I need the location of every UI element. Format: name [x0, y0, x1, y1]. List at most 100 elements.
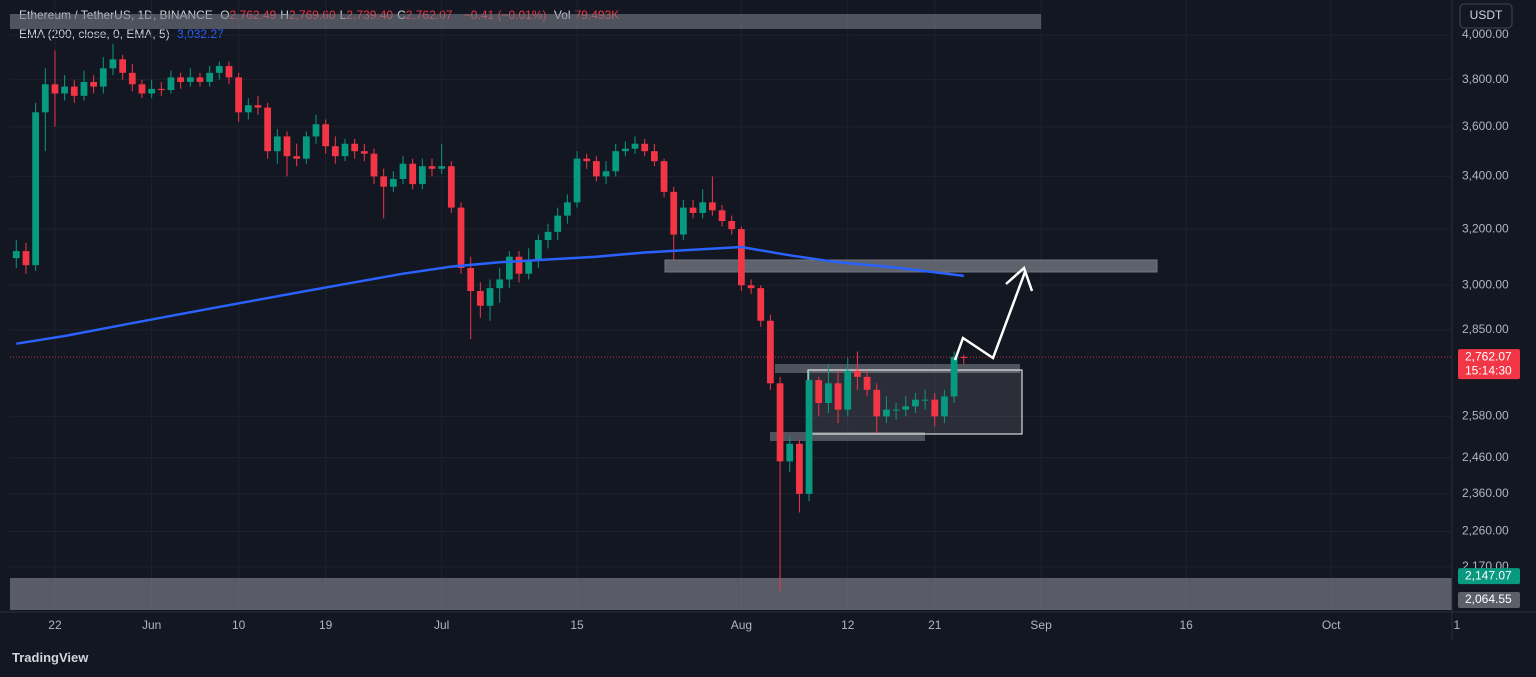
candle-body: [941, 396, 948, 417]
candle-body: [515, 256, 523, 274]
candle-body: [747, 285, 755, 289]
candle-body: [293, 156, 301, 159]
candle-body: [960, 356, 968, 358]
candle-body: [322, 124, 330, 147]
candle-body: [148, 88, 156, 94]
candle-body: [738, 229, 745, 286]
x-tick-label: 22: [48, 618, 62, 632]
candle-body: [428, 166, 436, 169]
candle-body: [244, 105, 252, 113]
y-tick-label: 3,000.00: [1462, 277, 1509, 291]
candle-body: [157, 88, 165, 91]
price-badge: [1458, 568, 1520, 585]
candle-body: [631, 143, 639, 149]
zone: [775, 364, 1020, 373]
candle-body: [796, 443, 803, 494]
y-tick-label: 2,260.00: [1462, 524, 1509, 538]
y-tick-label: 3,800.00: [1462, 72, 1509, 86]
y-tick-label: 4,000.00: [1462, 27, 1509, 41]
x-tick-label: Jul: [434, 618, 449, 632]
candle-body: [109, 59, 117, 69]
zone: [770, 432, 925, 441]
support-zone: [10, 578, 1452, 610]
candle-body: [409, 163, 417, 185]
candle-body: [370, 153, 378, 177]
candle-body: [767, 320, 774, 384]
candle-body: [709, 202, 716, 211]
candle-body: [921, 399, 929, 401]
candle-body: [32, 112, 40, 266]
candle-body: [728, 220, 736, 230]
candle-body: [660, 161, 668, 192]
candle-body: [592, 161, 600, 177]
y-tick-label: 2,360.00: [1462, 486, 1509, 500]
candle-body: [525, 259, 533, 274]
ema-row: EMA (200, close, 0, EMA, 5) 3,032.27: [19, 25, 623, 44]
price-badge-label: 2,762.07: [1465, 349, 1512, 363]
candle-body: [312, 124, 320, 137]
x-tick-label: Oct: [1322, 618, 1341, 632]
candle-body: [486, 288, 494, 306]
ema-value: 3,032.27: [177, 27, 224, 41]
x-tick-label: Sep: [1030, 618, 1052, 632]
candle-body: [834, 383, 842, 410]
currency[interactable]: USDT: [1470, 8, 1503, 22]
candle-body: [12, 251, 20, 259]
candle-body: [302, 136, 310, 159]
candle-body: [950, 356, 958, 397]
candle-body: [351, 143, 359, 152]
candle-body: [254, 105, 262, 108]
candle-body: [776, 383, 784, 462]
arrow-head: [1005, 265, 1034, 292]
candle-body: [41, 84, 49, 113]
candle-body: [680, 207, 687, 235]
candle-body: [544, 231, 552, 241]
candle-body: [476, 291, 484, 306]
candle-body: [22, 251, 30, 266]
candle-body: [757, 288, 765, 321]
candle-body: [457, 207, 465, 269]
price-badge-label: 2,064.55: [1465, 592, 1512, 606]
candle-body: [51, 84, 59, 94]
candle-body: [80, 81, 88, 96]
candle-body: [70, 86, 78, 96]
candle-body: [505, 256, 513, 280]
candle-body: [912, 399, 919, 407]
candle-body: [447, 166, 455, 208]
candle-body: [815, 380, 823, 404]
candle-body: [534, 240, 542, 260]
candle-body: [863, 376, 871, 390]
y-tick-label: 2,580.00: [1462, 409, 1509, 423]
candle-body: [854, 370, 861, 377]
candle-body: [380, 176, 388, 187]
currency-button[interactable]: [1459, 3, 1513, 29]
candle-body: [641, 143, 649, 152]
candle-body: [186, 77, 194, 82]
candle-body: [61, 86, 69, 94]
candle-body: [496, 279, 504, 289]
price-badge-label: 2,147.07: [1465, 568, 1512, 582]
candle-body: [389, 178, 397, 187]
candle-body: [699, 202, 707, 213]
candle-body: [235, 77, 243, 113]
candle-body: [283, 136, 291, 157]
candle-body: [206, 72, 214, 82]
candle-body: [563, 202, 571, 216]
x-tick-label: 12: [841, 618, 855, 632]
candle-body: [99, 68, 107, 87]
price-badge: [1458, 592, 1520, 608]
candle-body: [341, 143, 349, 157]
candle-body: [670, 191, 678, 235]
candle-body: [215, 66, 223, 73]
candle-body: [360, 151, 368, 154]
candle-body: [138, 84, 146, 94]
y-tick-label: 3,600.00: [1462, 119, 1509, 133]
candle-body: [331, 146, 339, 157]
x-tick-label: 1: [1453, 618, 1460, 632]
y-tick-label: 3,400.00: [1462, 169, 1509, 183]
x-tick-label: 19: [319, 618, 333, 632]
ema-line: [16, 245, 964, 345]
candle-body: [90, 81, 98, 87]
candle-body: [718, 210, 726, 221]
candle-body: [612, 151, 620, 172]
